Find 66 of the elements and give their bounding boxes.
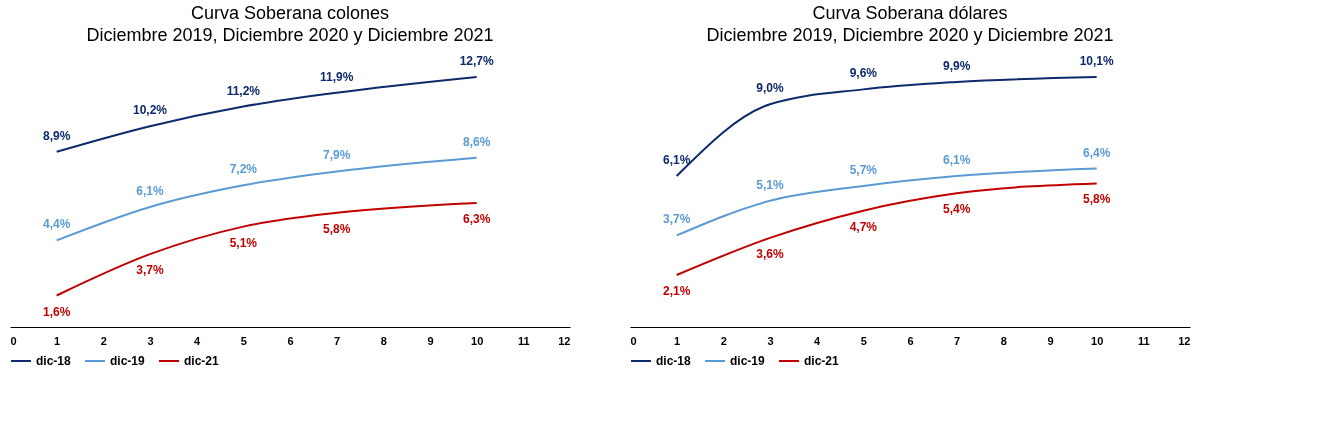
x-tick-label: 10: [1091, 334, 1104, 347]
data-label: 8,9%: [42, 128, 71, 143]
x-tick-label: 7: [334, 334, 341, 347]
data-label: 9,9%: [942, 58, 971, 73]
chart-title: Curva Soberana colones: [190, 3, 390, 23]
chart-title: Curva Soberana dólares: [812, 3, 1008, 23]
x-tick-label: 1: [674, 334, 681, 347]
legend-label: dic-21: [804, 354, 840, 368]
data-label: 4,4%: [42, 217, 71, 232]
x-tick-label: 11: [518, 334, 530, 347]
data-label: 9,6%: [849, 66, 878, 81]
data-label: 12,7%: [459, 54, 495, 68]
data-label: 6,1%: [942, 153, 971, 168]
x-tick-label: 5: [860, 334, 867, 347]
data-label: 8,6%: [462, 134, 491, 149]
x-tick-label: 8: [1000, 334, 1007, 347]
data-label: 1,6%: [42, 304, 71, 319]
data-label: 5,8%: [322, 221, 351, 236]
x-tick-label: 2: [100, 334, 107, 347]
x-tick-label: 0: [10, 334, 17, 347]
x-tick-label: 3: [147, 334, 154, 347]
legend-label: dic-21: [184, 354, 220, 368]
x-tick-label: 8: [380, 334, 387, 347]
data-label: 3,6%: [756, 246, 784, 261]
data-label: 5,8%: [1082, 192, 1111, 207]
data-label: 7,9%: [322, 148, 351, 163]
x-tick-label: 3: [767, 334, 774, 347]
data-label: 6,1%: [136, 183, 164, 198]
x-tick-label: 2: [720, 334, 727, 347]
data-label: 7,2%: [229, 162, 258, 177]
data-label: 2,1%: [662, 284, 691, 299]
x-tick-label: 5: [240, 334, 247, 347]
data-label: 11,9%: [319, 69, 354, 84]
x-tick-label: 9: [1047, 334, 1054, 347]
x-tick-label: 12: [1178, 334, 1191, 347]
x-tick-label: 11: [1138, 334, 1150, 347]
data-label: 3,7%: [662, 212, 691, 227]
data-label: 9,0%: [756, 81, 784, 96]
data-label: 5,1%: [756, 177, 784, 192]
x-tick-label: 9: [427, 334, 434, 347]
x-tick-label: 7: [954, 334, 961, 347]
chart-subtitle: Diciembre 2019, Diciembre 2020 y Diciembre 2021: [86, 25, 494, 45]
data-label: 3,7%: [136, 263, 164, 278]
legend-label: dic-18: [656, 354, 692, 368]
data-label: 10,1%: [1079, 54, 1115, 68]
x-tick-label: 0: [630, 334, 637, 347]
x-tick-label: 12: [558, 334, 571, 347]
data-label: 11,2%: [226, 83, 261, 98]
legend-label: dic-18: [36, 354, 72, 368]
x-tick-label: 4: [814, 334, 822, 347]
data-label: 5,4%: [942, 202, 971, 217]
data-label: 6,1%: [662, 153, 691, 168]
legend-label: dic-19: [110, 354, 146, 368]
data-label: 4,7%: [849, 219, 878, 234]
x-tick-label: 4: [194, 334, 202, 347]
data-label: 5,1%: [229, 235, 258, 250]
data-label: 5,7%: [849, 162, 878, 177]
x-tick-label: 6: [907, 334, 914, 347]
data-label: 6,4%: [1082, 145, 1111, 160]
chart-subtitle: Diciembre 2019, Diciembre 2020 y Diciembre 2021: [706, 25, 1114, 45]
legend-label: dic-19: [730, 354, 766, 368]
x-tick-label: 6: [287, 334, 294, 347]
data-label: 10,2%: [132, 103, 168, 118]
data-label: 6,3%: [462, 211, 491, 226]
x-tick-label: 10: [471, 334, 484, 347]
x-tick-label: 1: [54, 334, 61, 347]
